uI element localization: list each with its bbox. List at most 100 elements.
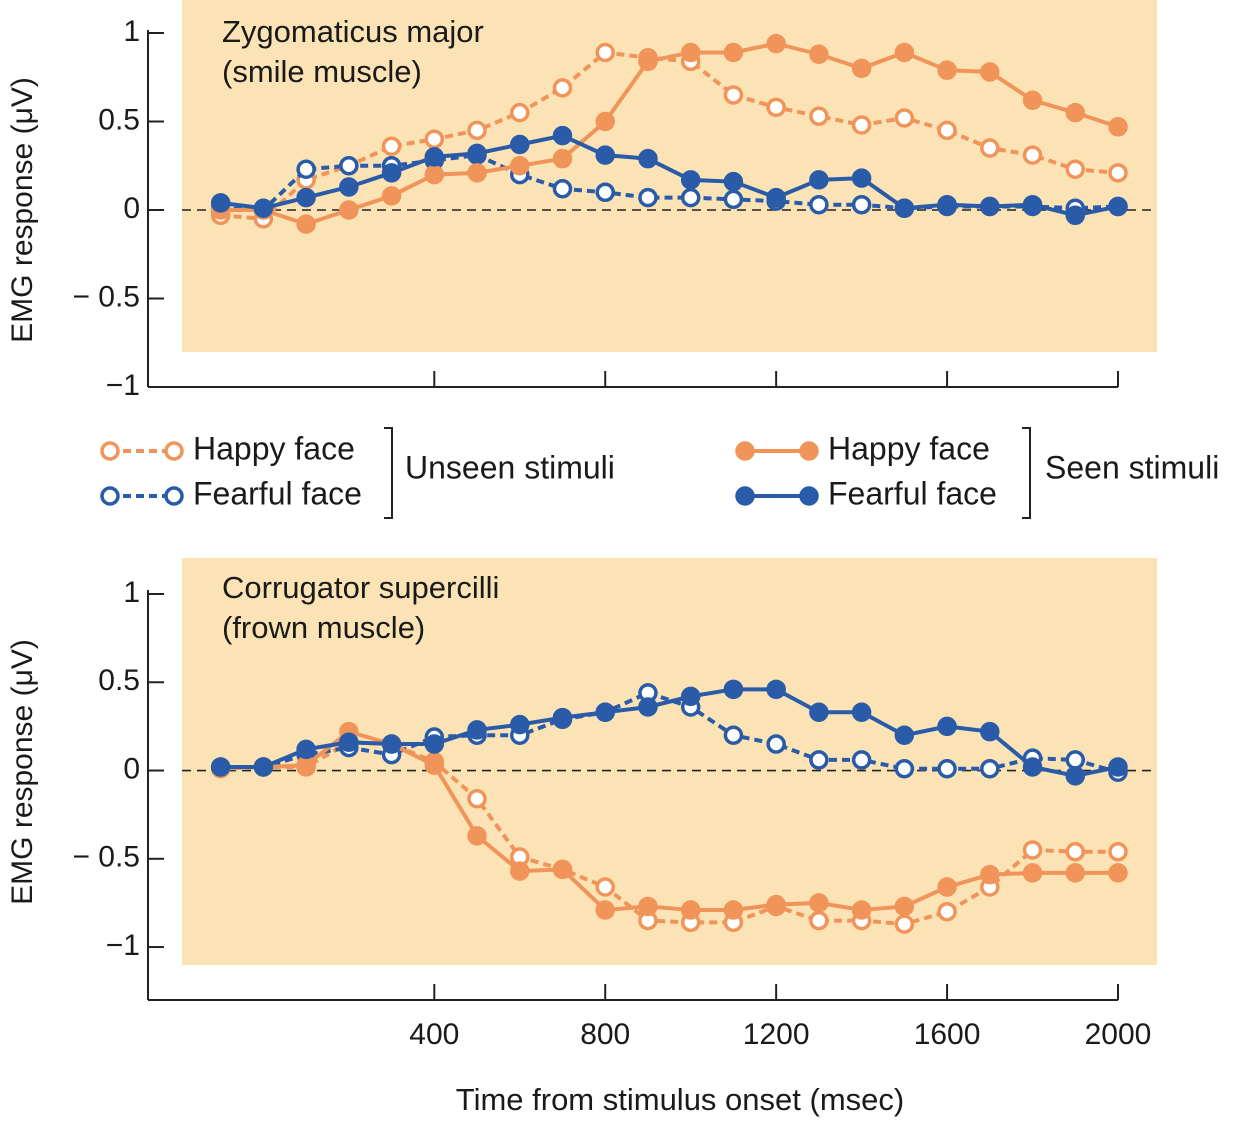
data-point: [1108, 757, 1128, 777]
data-point: [980, 721, 1000, 742]
data-point: [552, 125, 573, 146]
legend-label: Fearful face: [193, 475, 362, 511]
data-point: [381, 136, 402, 157]
data-point: [680, 42, 701, 63]
data-point: [253, 757, 274, 777]
data-point: [467, 120, 487, 141]
data-point: [809, 170, 829, 190]
data-point: [552, 859, 573, 880]
series-line: [220, 687, 1119, 778]
data-point: [680, 170, 701, 190]
data-point: [680, 686, 701, 707]
data-point: [296, 755, 316, 775]
legend-marker: [735, 441, 755, 461]
data-point: [1065, 750, 1086, 770]
data-point: [552, 179, 573, 199]
data-point: [1108, 117, 1128, 137]
data-point: [638, 896, 658, 917]
data-point: [766, 679, 786, 700]
data-point: [1108, 841, 1128, 862]
data-point: [595, 182, 615, 203]
data-point: [595, 111, 615, 132]
y-tick-label: − 0.5: [72, 841, 140, 874]
y-axis-label: EMG response (μV): [6, 639, 39, 905]
legend-marker: [799, 441, 819, 461]
data-point: [1108, 163, 1128, 183]
data-point: [1065, 766, 1086, 786]
data-point: [1065, 863, 1086, 883]
series-line: [220, 729, 1118, 913]
data-point: [1108, 863, 1128, 883]
data-point: [381, 163, 402, 183]
data-point: [809, 44, 829, 64]
legend-marker: [735, 486, 755, 506]
data-point: [680, 900, 701, 920]
data-point: [766, 734, 786, 754]
data-point: [381, 734, 402, 754]
data-point: [424, 129, 445, 149]
data-point: [894, 896, 915, 917]
x-tick-label: 800: [580, 1018, 630, 1051]
data-point: [851, 900, 872, 920]
data-point: [510, 102, 530, 123]
legend-marker: [100, 486, 120, 506]
data-point: [296, 214, 316, 234]
data-point: [296, 159, 316, 180]
series-line: [220, 133, 1119, 218]
data-point: [595, 702, 615, 723]
data-point: [680, 187, 701, 208]
data-point: [980, 62, 1000, 82]
data-point: [253, 198, 274, 218]
legend-marker: [799, 486, 819, 506]
data-point: [638, 148, 658, 169]
data-point: [510, 156, 530, 176]
data-point: [552, 78, 573, 98]
legend-label: Happy face: [828, 430, 990, 466]
data-point: [1022, 863, 1043, 883]
y-tick-label: − 0.5: [72, 280, 140, 313]
legend-marker: [100, 441, 120, 461]
legend-label: Fearful face: [828, 475, 997, 511]
data-point: [1065, 205, 1086, 226]
legend-marker: [164, 486, 184, 506]
data-point: [894, 725, 915, 745]
data-point: [980, 196, 1000, 217]
data-point: [339, 200, 359, 220]
data-point: [424, 734, 445, 754]
data-point: [937, 716, 957, 737]
data-point: [339, 156, 359, 176]
data-point: [552, 148, 573, 169]
data-point: [980, 864, 1000, 885]
data-point: [809, 702, 829, 723]
legend-label: Happy face: [193, 430, 355, 466]
data-point: [467, 720, 487, 740]
data-point: [809, 910, 829, 931]
data-point: [638, 187, 658, 208]
data-point: [851, 168, 872, 188]
y-tick-label: 1: [123, 576, 140, 609]
data-point: [1065, 159, 1086, 180]
data-point: [723, 189, 744, 210]
legend-bracket: [1022, 427, 1031, 519]
data-point: [937, 194, 957, 215]
y-tick-label: 1: [123, 15, 140, 48]
data-point: [851, 750, 872, 770]
data-point: [296, 739, 316, 760]
data-point: [1022, 757, 1043, 777]
data-point: [723, 679, 744, 700]
data-point: [467, 789, 487, 809]
data-point: [937, 901, 957, 922]
data-point: [210, 757, 231, 777]
data-point: [851, 58, 872, 79]
y-tick-label: −1: [106, 929, 140, 962]
data-point: [851, 194, 872, 215]
data-point: [424, 147, 445, 167]
legend-marker: [164, 441, 184, 461]
data-point: [424, 164, 445, 185]
data-point: [894, 914, 915, 934]
data-point: [766, 894, 786, 915]
data-point: [1065, 102, 1086, 123]
data-point: [424, 755, 445, 775]
data-point: [510, 134, 530, 155]
